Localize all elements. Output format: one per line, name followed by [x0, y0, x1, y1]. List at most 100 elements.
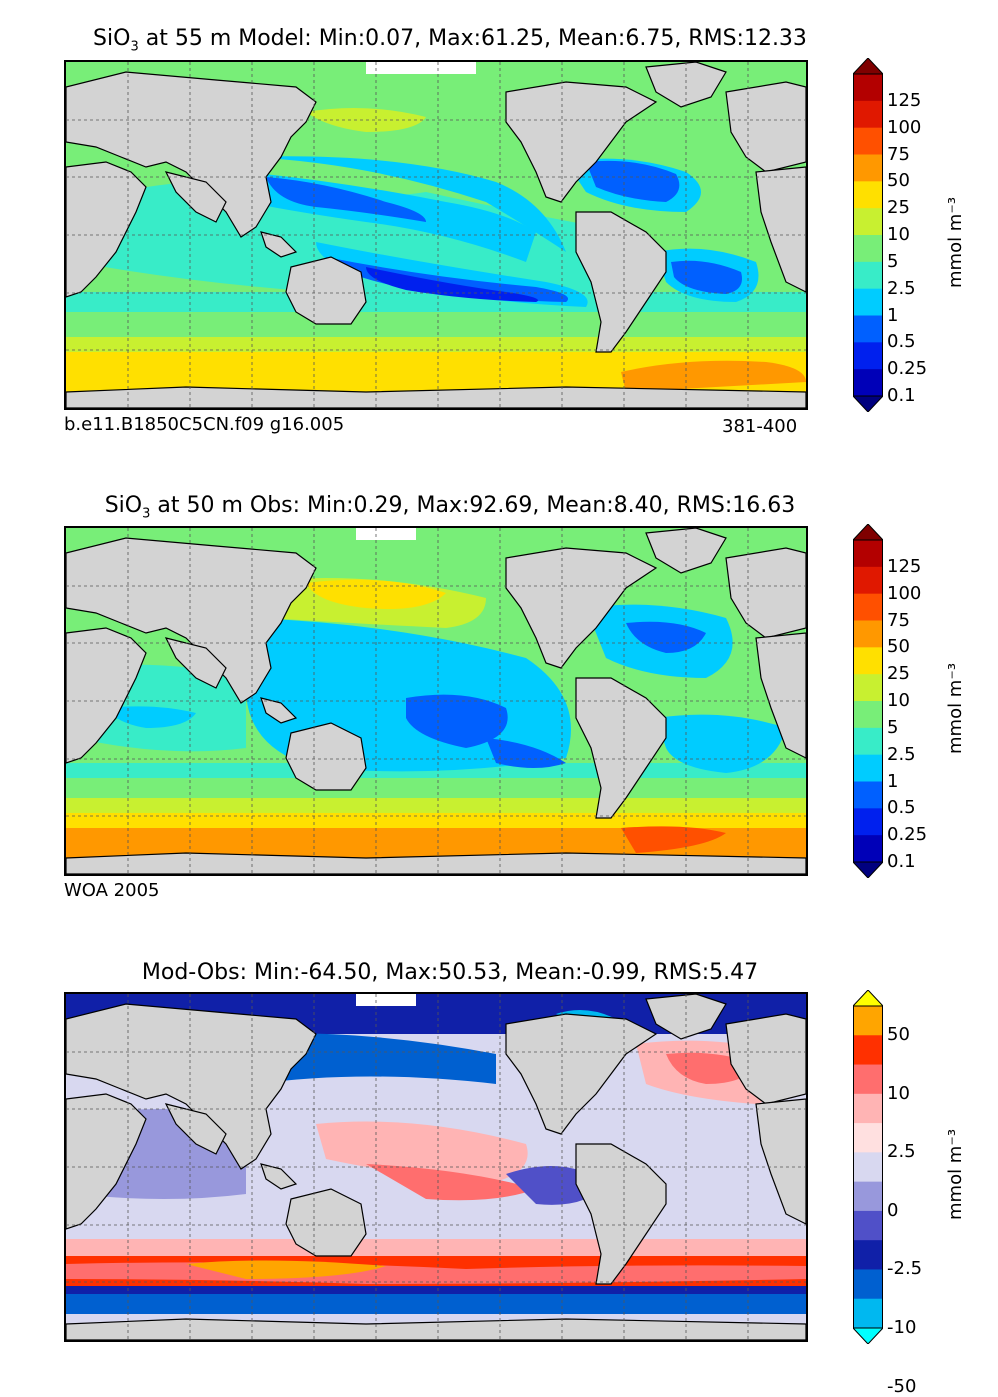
colorbar-frame	[853, 1005, 883, 1329]
colorbar-svg	[851, 57, 885, 413]
colorbar-tick-label: 0.5	[887, 797, 916, 819]
gridlines	[66, 528, 806, 874]
colorbar-svg	[851, 523, 885, 879]
colorbar-swatch	[853, 593, 883, 621]
gridlines	[66, 62, 806, 408]
field-region	[246, 156, 566, 252]
panel-2-title-stats: at 50 m Obs: Min:0.29, Max:92.69, Mean:8…	[150, 493, 796, 518]
colorbar-tick-label: 100	[887, 116, 922, 138]
colorbar-tick-label: 2.5	[887, 1141, 916, 1163]
colorbar-swatch	[853, 127, 883, 155]
panel-2-map	[64, 526, 808, 876]
colorbar-extend-top	[851, 989, 885, 1007]
field-region	[621, 360, 806, 392]
colorbar-swatch	[853, 1210, 883, 1241]
colorbar-extend-bottom	[851, 395, 885, 413]
panel-1-title-species: SiO	[93, 26, 131, 51]
colorbar-swatch	[853, 808, 883, 836]
colorbar-swatch	[853, 1240, 883, 1270]
colorbar-swatch	[853, 647, 883, 675]
panel-3-units: mmol m⁻³	[945, 1128, 966, 1220]
field-region	[366, 1164, 536, 1201]
panel-3-map	[64, 992, 808, 1342]
colorbar-swatch	[853, 369, 883, 397]
colorbar-tick-label: 2.5	[887, 277, 916, 299]
colorbar-swatch	[853, 342, 883, 370]
colorbar-tick-label: -2.5	[887, 1258, 923, 1280]
colorbar-tick-label: 50	[887, 170, 910, 192]
colorbar-tick-label: 10	[887, 1082, 910, 1104]
field-region	[626, 621, 706, 653]
colorbar-tick-label: 0	[887, 1199, 899, 1221]
colorbar-svg	[851, 989, 885, 1345]
field-region	[621, 826, 726, 853]
colorbar-tick-label: 0.25	[887, 824, 928, 846]
panel-3-title-stats: : Min:-64.50, Max:50.53, Mean:-0.99, RMS…	[239, 960, 759, 985]
colorbar-tick-label: 125	[887, 89, 922, 111]
colorbar-swatch	[853, 288, 883, 316]
colorbar-tick-label: -10	[887, 1317, 917, 1338]
colorbar-swatch	[853, 1035, 883, 1066]
colorbar-tick-label: 10	[887, 224, 910, 245]
colorbar-swatch	[853, 566, 883, 595]
panel-3-title: Mod-Obs: Min:-64.50, Max:50.53, Mean:-0.…	[0, 960, 900, 988]
field-region	[266, 177, 426, 222]
colorbar-swatch	[853, 727, 883, 756]
field-region	[186, 1260, 386, 1279]
colorbar-swatch	[853, 701, 883, 729]
panel-2-title: SiO3 at 50 m Obs: Min:0.29, Max:92.69, M…	[0, 493, 900, 521]
panel-1-colorbar: 125 100 75 50 25 10 5 2.5 1 0.5 0.25 0.1	[851, 57, 927, 413]
colorbar-swatch	[853, 1093, 883, 1124]
colorbar-swatch	[853, 835, 883, 863]
colorbar-swatch	[853, 1269, 883, 1300]
colorbar-swatch	[853, 1181, 883, 1212]
colorbar-extend-bottom	[851, 861, 885, 879]
panel-1-map	[64, 60, 808, 410]
gridlines	[66, 994, 806, 1340]
colorbar-swatch	[853, 1006, 883, 1036]
colorbar-tick-label: 75	[887, 609, 910, 631]
colorbar-swatch	[853, 674, 883, 702]
colorbar-extend-bottom	[851, 1327, 885, 1345]
colorbar-tick-label: 50	[887, 636, 910, 658]
colorbar-tick-label: 0.1	[887, 851, 916, 872]
panel-1-case-name: b.e11.B1850C5CN.f09 g16.005	[64, 414, 345, 435]
field-region	[671, 260, 742, 294]
colorbar-tick-label: 100	[887, 582, 922, 604]
ice-region	[356, 528, 416, 540]
colorbar-tick-label: 25	[887, 663, 910, 685]
colorbar-tick-label: 25	[887, 197, 910, 219]
colorbar-swatch	[853, 100, 883, 129]
colorbar-swatch	[853, 235, 883, 263]
colorbar-tick-label: 0.25	[887, 358, 928, 380]
colorbar-swatch	[853, 181, 883, 209]
panel-2-source: WOA 2005	[64, 880, 160, 901]
colorbar-tick-label: 5	[887, 716, 899, 738]
panel-2-colorbar: 125 100 75 50 25 10 5 2.5 1 0.5 0.25 0.1	[851, 523, 927, 879]
field-region	[406, 694, 508, 748]
field-band	[66, 778, 806, 798]
panel-1-year-range: 381-400	[722, 416, 798, 437]
panel-1-units: mmol m⁻³	[945, 196, 966, 288]
panel-1-title-stats: at 55 m Model: Min:0.07, Max:61.25, Mean…	[138, 26, 807, 51]
colorbar-tick-label: 75	[887, 143, 910, 165]
colorbar-swatch	[853, 754, 883, 782]
field-region	[326, 257, 568, 302]
field-region	[656, 714, 786, 773]
field-region	[316, 1121, 528, 1184]
panel-2-units: mmol m⁻³	[945, 662, 966, 754]
colorbar-tick-label: 2.5	[887, 743, 916, 765]
colorbar-tick-label: 125	[887, 555, 922, 577]
colorbar-swatch	[853, 261, 883, 290]
field-band	[66, 1294, 806, 1314]
panel-3-colorbar: 50 10 2.5 0 -2.5 -10 -50	[851, 989, 922, 1397]
colorbar-swatch	[853, 1123, 883, 1153]
colorbar-swatch	[853, 540, 883, 568]
continents	[66, 994, 806, 1340]
colorbar-swatch	[853, 781, 883, 809]
colorbar-tick-label: 0.1	[887, 385, 916, 406]
continents	[66, 62, 806, 408]
colorbar-swatch	[853, 154, 883, 182]
field-region	[486, 738, 566, 768]
colorbar-tick-label: -50	[887, 1375, 917, 1397]
